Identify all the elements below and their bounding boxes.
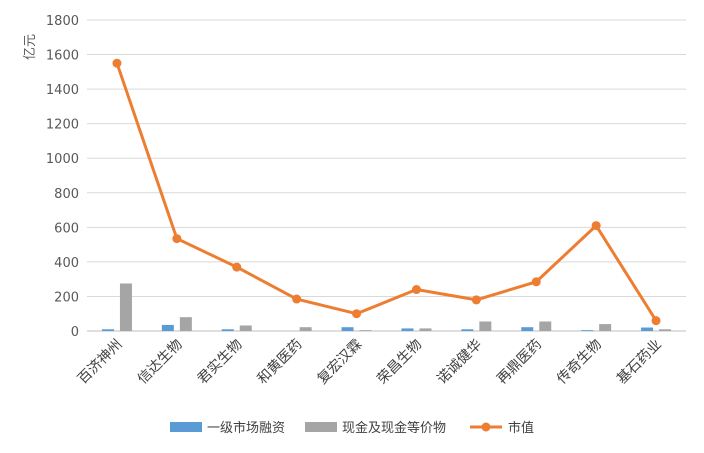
market-value-point	[591, 221, 601, 231]
bar-primary-financing	[221, 329, 234, 331]
legend-label: 一级市场融资	[207, 420, 285, 436]
market-value-point	[651, 316, 661, 326]
bar-cash-equivalents	[359, 330, 372, 331]
y-axis-ticks: 0 200 400 600 800 1000 1200 1400 1600 1800	[46, 14, 79, 340]
bars	[101, 283, 672, 331]
market-value-point	[232, 262, 242, 272]
bar-cash-equivalents	[239, 325, 252, 331]
bar-cash-equivalents	[599, 324, 612, 331]
y-tick-label: 1000	[46, 152, 79, 167]
bar-primary-financing	[401, 328, 414, 331]
bar-cash-equivalents	[119, 283, 132, 331]
y-tick-label: 600	[54, 221, 79, 236]
line-series	[112, 58, 661, 326]
bar-primary-financing	[461, 329, 474, 331]
bar-primary-financing	[341, 327, 354, 331]
y-tick-label: 800	[54, 187, 79, 202]
bar-primary-financing	[161, 324, 174, 331]
bar-primary-financing	[521, 327, 534, 331]
gridlines	[87, 19, 686, 332]
market-value-point	[411, 285, 421, 295]
bar-primary-financing	[101, 329, 114, 331]
bar-primary-financing	[581, 330, 594, 331]
legend-swatch	[170, 422, 202, 432]
y-tick-label: 1200	[46, 118, 79, 133]
market-value-point	[172, 234, 182, 244]
market-value-line	[115, 62, 658, 322]
bar-cash-equivalents	[179, 317, 192, 331]
y-tick-label: 1600	[46, 49, 79, 64]
bar-cash-equivalents	[659, 329, 672, 331]
legend-label: 现金及现金等价物	[342, 420, 446, 436]
y-tick-label: 400	[54, 256, 79, 271]
legend-swatch	[305, 422, 337, 432]
legend-swatch-marker	[481, 422, 491, 432]
market-value-point	[471, 295, 481, 305]
legend-label: 市值	[508, 420, 534, 436]
market-value-point	[352, 309, 362, 319]
legend: 一级市场融资 现金及现金等价物 市值	[170, 420, 534, 436]
y-tick-label: 1400	[46, 83, 79, 98]
bar-cash-equivalents	[479, 321, 492, 331]
bar-cash-equivalents	[419, 328, 432, 331]
market-value-point	[292, 294, 302, 304]
bar-cash-equivalents	[539, 321, 552, 331]
y-tick-label: 1800	[46, 14, 79, 29]
market-value-point	[112, 58, 122, 68]
market-value-point	[531, 277, 541, 287]
y-axis-label: 亿元	[23, 34, 38, 60]
y-tick-label: 200	[54, 290, 79, 305]
y-tick-label: 0	[71, 325, 79, 340]
bar-primary-financing	[641, 327, 654, 331]
bar-cash-equivalents	[299, 327, 312, 331]
